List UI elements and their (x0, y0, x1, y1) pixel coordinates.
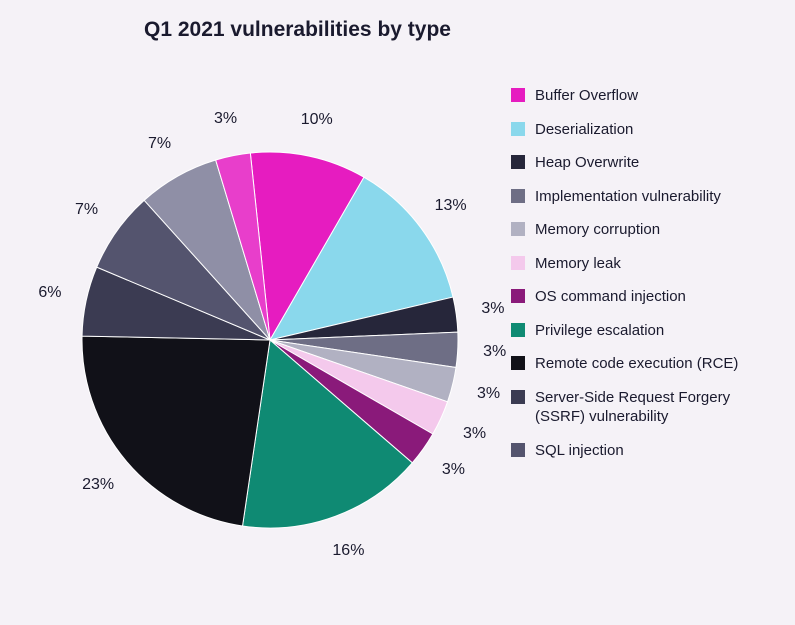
pie-slice-label: 7% (75, 201, 98, 219)
pie-slice-label: 10% (301, 111, 333, 129)
legend-swatch (511, 88, 525, 102)
legend: Buffer Overflow Deserialization Heap Overw… (511, 86, 771, 474)
pie-slice-label: 3% (214, 110, 237, 128)
legend-label: Remote code execution (RCE) (535, 354, 738, 374)
pie-slice-label: 3% (463, 425, 486, 443)
legend-swatch (511, 390, 525, 404)
legend-item: Memory corruption (511, 220, 771, 240)
legend-item: Implementation vulnerability (511, 187, 771, 207)
legend-item: OS command injection (511, 287, 771, 307)
pie-slice-label: 13% (435, 197, 467, 215)
legend-item: Buffer Overflow (511, 86, 771, 106)
pie-slice-label: 3% (481, 300, 504, 318)
legend-item: SQL injection (511, 441, 771, 461)
pie-slice-label: 6% (38, 284, 61, 302)
legend-item: Server-Side Request Forgery (SSRF) vulne… (511, 388, 771, 427)
legend-swatch (511, 289, 525, 303)
legend-swatch (511, 356, 525, 370)
legend-label: Memory corruption (535, 220, 660, 240)
pie-slice-label: 16% (332, 542, 364, 560)
chart-title: Q1 2021 vulnerabilities by type (0, 0, 795, 42)
legend-swatch (511, 189, 525, 203)
legend-label: OS command injection (535, 287, 686, 307)
legend-label: SQL injection (535, 441, 624, 461)
legend-label: Implementation vulnerability (535, 187, 721, 207)
legend-swatch (511, 323, 525, 337)
legend-item: Memory leak (511, 254, 771, 274)
pie-svg (20, 60, 520, 620)
pie-slice (82, 336, 270, 526)
pie-slice-label: 3% (483, 343, 506, 361)
pie-slice-label: 3% (477, 385, 500, 403)
legend-label: Memory leak (535, 254, 621, 274)
pie-slice-label: 3% (442, 461, 465, 479)
legend-label: Server-Side Request Forgery (SSRF) vulne… (535, 388, 771, 427)
legend-swatch (511, 122, 525, 136)
legend-swatch (511, 443, 525, 457)
legend-swatch (511, 256, 525, 270)
legend-label: Heap Overwrite (535, 153, 639, 173)
legend-item: Privilege escalation (511, 321, 771, 341)
legend-item: Heap Overwrite (511, 153, 771, 173)
legend-swatch (511, 155, 525, 169)
legend-item: Remote code execution (RCE) (511, 354, 771, 374)
legend-label: Deserialization (535, 120, 633, 140)
pie-slice-label: 7% (148, 135, 171, 153)
legend-item: Deserialization (511, 120, 771, 140)
legend-swatch (511, 222, 525, 236)
legend-label: Privilege escalation (535, 321, 664, 341)
pie-slice-label: 23% (82, 476, 114, 494)
pie-chart-area: 10%13%3%3%3%3%3%16%23%6%7%7%3% (20, 60, 500, 580)
legend-label: Buffer Overflow (535, 86, 638, 106)
